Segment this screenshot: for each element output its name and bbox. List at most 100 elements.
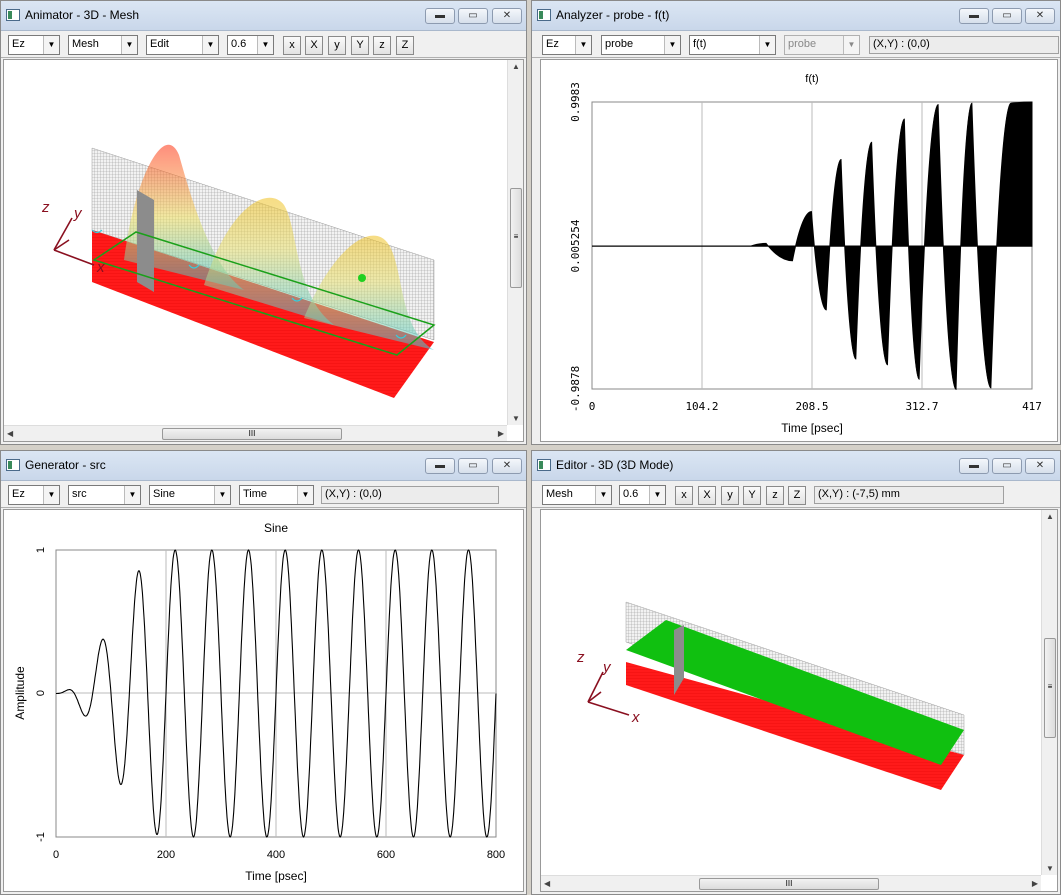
scroll-thumb[interactable]: III	[162, 428, 342, 440]
chevron-down-icon: ▼	[202, 36, 218, 54]
axis-triad	[53, 217, 95, 266]
domain-select[interactable]: Time ▼	[239, 485, 314, 505]
axis-label-x: x	[96, 259, 105, 276]
maximize-icon[interactable]: ▭	[458, 458, 488, 474]
generator-window: Generator - src ▬ ▭ ✕ Ez ▼ src ▼ Sine ▼ Tim…	[0, 450, 527, 895]
editor-titlebar[interactable]: Editor - 3D (3D Mode) ▬ ▭ ✕	[532, 451, 1060, 481]
scroll-left-icon[interactable]: ◀	[7, 429, 14, 438]
view-select[interactable]: Mesh ▼	[68, 35, 138, 55]
scroll-right-icon[interactable]: ▶	[1031, 879, 1038, 888]
axis-label-y: y	[73, 205, 83, 222]
horizontal-scrollbar[interactable]: ◀ III ▶	[541, 875, 1041, 891]
scroll-thumb[interactable]: ≡	[1044, 638, 1056, 738]
axis-Y-button[interactable]: Y	[351, 36, 369, 55]
app-icon	[6, 9, 20, 21]
x-tick-label: 0	[53, 849, 59, 861]
generator-plot-area[interactable]: Sine 0 200 400 600 800 Time [psec] Ampli…	[3, 509, 524, 892]
editor-toolbar: Mesh ▼ 0.6 ▼ x X y Y z Z (X,Y) : (-7,5) mm	[532, 482, 1060, 508]
editor-3d-scene[interactable]: x y z	[541, 510, 1058, 892]
chart-title: f(t)	[805, 73, 818, 85]
scroll-thumb[interactable]: III	[699, 878, 879, 890]
source-plate	[137, 190, 154, 292]
scroll-down-icon[interactable]: ▼	[512, 414, 520, 423]
x-tick-label: 800	[487, 849, 505, 861]
axis-y-button[interactable]: y	[721, 486, 739, 505]
analyzer-plot-area[interactable]: f(t) 0 104.2 208.5 312.7 417 Time [psec]…	[540, 59, 1058, 442]
x-axis-label: Time [psec]	[245, 869, 307, 883]
maximize-icon[interactable]: ▭	[992, 8, 1022, 24]
maximize-icon[interactable]: ▭	[992, 458, 1022, 474]
scale-select[interactable]: 0.6 ▼	[227, 35, 274, 55]
axis-Z-button[interactable]: Z	[788, 486, 806, 505]
axis-x-button[interactable]: x	[675, 486, 693, 505]
axis-x-button[interactable]: x	[283, 36, 301, 55]
x-tick-label: 208.5	[795, 400, 828, 413]
generator-titlebar[interactable]: Generator - src ▬ ▭ ✕	[1, 451, 526, 481]
close-icon[interactable]: ✕	[1025, 458, 1055, 474]
close-icon[interactable]: ✕	[492, 458, 522, 474]
axis-z-button[interactable]: z	[766, 486, 784, 505]
editor-window: Editor - 3D (3D Mode) ▬ ▭ ✕ Mesh ▼ 0.6 ▼ x…	[531, 450, 1061, 895]
chevron-down-icon: ▼	[843, 36, 859, 54]
analyzer-titlebar[interactable]: Analyzer - probe - f(t) ▬ ▭ ✕	[532, 1, 1060, 31]
view-select[interactable]: Mesh ▼	[542, 485, 612, 505]
animator-3d-scene[interactable]: x y z	[4, 60, 524, 442]
scroll-left-icon[interactable]: ◀	[544, 879, 551, 888]
minimize-icon[interactable]: ▬	[959, 8, 989, 24]
chevron-down-icon: ▼	[257, 36, 273, 54]
mode-select[interactable]: Edit ▼	[146, 35, 219, 55]
scroll-up-icon[interactable]: ▲	[1046, 512, 1054, 521]
axis-Z-button[interactable]: Z	[396, 36, 414, 55]
chevron-down-icon: ▼	[649, 486, 665, 504]
axis-z-button[interactable]: z	[373, 36, 391, 55]
analyzer-chart: f(t) 0 104.2 208.5 312.7 417 Time [psec]…	[569, 73, 1042, 435]
coordinate-readout: (X,Y) : (0,0)	[869, 36, 1059, 54]
axis-y-button[interactable]: y	[328, 36, 346, 55]
y-tick-label: 1	[35, 547, 47, 553]
vertical-scrollbar[interactable]: ▲ ≡ ▼	[507, 60, 523, 425]
waveform-select[interactable]: Sine ▼	[149, 485, 231, 505]
wave-lobe	[304, 235, 434, 350]
field-select[interactable]: Ez ▼	[542, 35, 592, 55]
y-tick-label: 0.9983	[569, 82, 582, 122]
minimize-icon[interactable]: ▬	[959, 458, 989, 474]
function-select[interactable]: f(t) ▼	[689, 35, 776, 55]
x-tick-label: 312.7	[905, 400, 938, 413]
axis-Y-button[interactable]: Y	[743, 486, 761, 505]
animator-viewport[interactable]: x y z ▲ ≡ ▼ ◀ III ▶	[3, 59, 524, 442]
close-icon[interactable]: ✕	[492, 8, 522, 24]
app-icon	[537, 9, 551, 21]
chevron-down-icon: ▼	[43, 36, 59, 54]
scroll-down-icon[interactable]: ▼	[1046, 864, 1054, 873]
source-select[interactable]: src ▼	[68, 485, 141, 505]
animator-titlebar[interactable]: Animator - 3D - Mesh ▬ ▭ ✕	[1, 1, 526, 31]
axis-X-button[interactable]: X	[305, 36, 323, 55]
minimize-icon[interactable]: ▬	[425, 8, 455, 24]
chevron-down-icon: ▼	[214, 486, 230, 504]
x-tick-label: 0	[589, 400, 596, 413]
coordinate-readout: (X,Y) : (-7,5) mm	[814, 486, 1004, 504]
scale-select[interactable]: 0.6 ▼	[619, 485, 666, 505]
chart-title: Sine	[264, 521, 288, 535]
source-plate	[674, 625, 684, 695]
domain-outline	[92, 231, 436, 356]
chevron-down-icon: ▼	[595, 486, 611, 504]
axis-X-button[interactable]: X	[698, 486, 716, 505]
editor-viewport[interactable]: x y z ▲ ≡ ▼ ◀ III ▶	[540, 509, 1058, 892]
probe-select-disabled: probe ▼	[784, 35, 860, 55]
minimize-icon[interactable]: ▬	[425, 458, 455, 474]
y-tick-label: 0.005254	[569, 219, 582, 272]
maximize-icon[interactable]: ▭	[458, 8, 488, 24]
scroll-up-icon[interactable]: ▲	[512, 62, 520, 71]
x-tick-label: 200	[157, 849, 175, 861]
probe-select[interactable]: probe ▼	[601, 35, 681, 55]
scroll-thumb[interactable]: ≡	[510, 188, 522, 288]
vertical-scrollbar[interactable]: ▲ ≡ ▼	[1041, 510, 1057, 875]
field-select[interactable]: Ez ▼	[8, 35, 60, 55]
close-icon[interactable]: ✕	[1025, 8, 1055, 24]
generator-chart: Sine 0 200 400 600 800 Time [psec] Ampli…	[13, 521, 505, 883]
field-select[interactable]: Ez ▼	[8, 485, 60, 505]
window-title: Analyzer - probe - f(t)	[556, 8, 670, 22]
horizontal-scrollbar[interactable]: ◀ III ▶	[4, 425, 507, 441]
scroll-right-icon[interactable]: ▶	[497, 429, 504, 438]
